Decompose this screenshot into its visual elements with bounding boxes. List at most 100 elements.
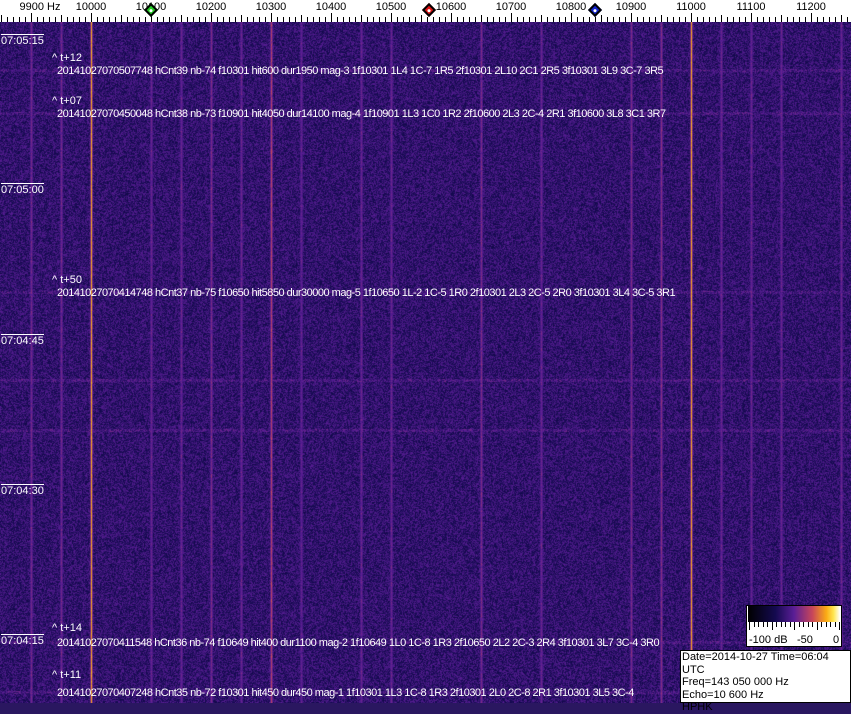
colorbar-tick (803, 622, 804, 627)
axis-tick (517, 17, 518, 22)
info-echo: Echo=10 600 Hz (682, 688, 764, 701)
axis-tick (469, 17, 470, 22)
axis-tick (811, 13, 812, 22)
axis-tick (265, 17, 266, 22)
detection-tag: ^ t+14 (52, 622, 82, 634)
detection-tag: ^ t+07 (52, 95, 82, 107)
axis-tick (31, 13, 32, 22)
axis-tick (157, 17, 158, 22)
colorbar-tick (753, 622, 755, 627)
freq-label: 10600 (435, 1, 467, 13)
axis-tick (349, 17, 350, 22)
freq-label: 11000 (676, 1, 706, 13)
time-label: 07:05:00 (1, 183, 44, 196)
colorbar-label: -50 (797, 634, 813, 646)
freq-label: 10300 (255, 1, 287, 13)
colorbar-tick (830, 622, 831, 627)
axis-tick (91, 13, 92, 22)
axis-tick (193, 17, 194, 22)
colorbar-tick (825, 622, 827, 627)
freq-label: 10700 (495, 1, 527, 13)
axis-tick (529, 17, 530, 22)
axis-tick (745, 17, 746, 22)
colorbar-tick (758, 622, 759, 627)
axis-tick (763, 17, 764, 22)
colorbar-tick (839, 622, 840, 630)
colorbar-tick (816, 622, 818, 630)
axis-tick (187, 17, 188, 22)
freq-label: 9900 Hz (19, 1, 61, 13)
axis-tick (85, 17, 86, 22)
axis-tick (427, 17, 428, 22)
axis-tick (703, 17, 704, 22)
colorbar-tick (794, 622, 795, 630)
axis-tick (685, 17, 686, 22)
axis-tick (553, 17, 554, 22)
axis-tick (433, 17, 434, 22)
detection-tag: ^ t+50 (52, 274, 82, 286)
axis-tick (739, 17, 740, 22)
axis-tick (637, 17, 638, 22)
axis-tick (277, 17, 278, 22)
colorbar-tick (785, 622, 786, 627)
frequency-marker[interactable] (587, 2, 603, 18)
info-date: Date=2014-10-27 Time=06:04 UTC (682, 651, 829, 676)
axis-tick (211, 13, 212, 22)
axis-tick (475, 17, 476, 22)
axis-tick (823, 17, 824, 22)
colorbar-gradient (748, 606, 840, 622)
axis-tick (259, 17, 260, 22)
axis-tick (559, 17, 560, 22)
axis-tick (289, 17, 290, 22)
axis-tick (25, 17, 26, 22)
axis-tick (577, 17, 578, 22)
axis-tick (13, 17, 14, 22)
axis-tick (793, 17, 794, 22)
axis-tick (67, 17, 68, 22)
axis-tick (133, 17, 134, 22)
axis-tick (697, 17, 698, 22)
axis-tick (493, 17, 494, 22)
axis-tick (247, 17, 248, 22)
axis-tick (571, 13, 572, 22)
colorbar-label: -100 dB (749, 634, 788, 646)
detection-tag: ^ t+11 (52, 669, 82, 681)
axis-tick (163, 17, 164, 22)
axis-tick (799, 17, 800, 22)
axis-tick (7, 17, 8, 22)
axis-tick (43, 17, 44, 22)
axis-tick (19, 17, 20, 22)
axis-tick (127, 17, 128, 22)
axis-tick (331, 13, 332, 22)
axis-tick (691, 13, 692, 22)
axis-tick (817, 17, 818, 22)
axis-tick (619, 17, 620, 22)
axis-tick (595, 17, 596, 22)
axis-tick (175, 17, 176, 22)
detection-tag: ^ t+12 (52, 52, 82, 64)
axis-tick (415, 17, 416, 22)
axis-tick (301, 15, 302, 22)
axis-tick (199, 17, 200, 22)
axis-tick (613, 17, 614, 22)
axis-tick (781, 15, 782, 22)
axis-tick (463, 17, 464, 22)
frequency-axis: 9900 Hz 10000 10100 10200 10300 10400 10… (0, 0, 851, 22)
freq-label: 10900 (615, 1, 647, 13)
colorbar-tick (789, 622, 791, 627)
axis-tick (709, 17, 710, 22)
axis-tick (847, 17, 848, 22)
colorbar-tick (807, 622, 809, 627)
axis-tick (439, 17, 440, 22)
axis-tick (115, 17, 116, 22)
axis-tick (547, 17, 548, 22)
spectrogram[interactable] (0, 22, 851, 703)
axis-tick (451, 13, 452, 22)
axis-tick (271, 13, 272, 22)
axis-tick (361, 15, 362, 22)
frequency-marker[interactable] (421, 2, 436, 18)
axis-tick (121, 15, 122, 22)
detection-line: 20141027070407248 hCnt35 nb-72 f10301 hi… (57, 687, 634, 699)
axis-tick (403, 17, 404, 22)
axis-tick (391, 13, 392, 22)
